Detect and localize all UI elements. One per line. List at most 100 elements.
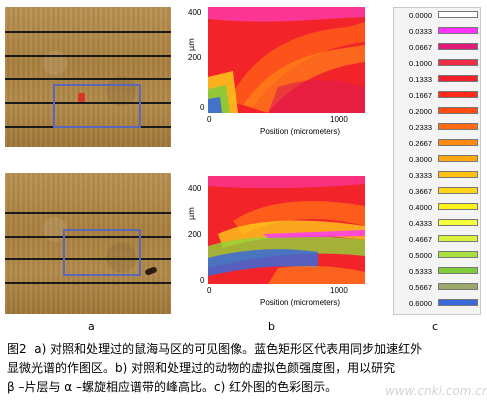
grid-line bbox=[5, 212, 171, 214]
scale-row: 0.4667 bbox=[396, 235, 480, 246]
scale-swatch bbox=[438, 59, 478, 66]
figure-caption: 图2 a) 对照和处理过的鼠海马区的可见图像。蓝色矩形区代表用同步加速红外 显微… bbox=[7, 342, 423, 394]
x-axis-label: Position (micrometers) bbox=[260, 127, 341, 136]
scale-value-label: 0.2333 bbox=[409, 123, 432, 132]
scale-row: 0.5333 bbox=[396, 267, 480, 278]
panel-label-c: c bbox=[432, 320, 439, 333]
scale-swatch bbox=[438, 11, 478, 18]
intensity-heatmap-svg bbox=[208, 7, 365, 113]
x-tick-label: 0 bbox=[207, 286, 212, 295]
scale-swatch bbox=[438, 139, 478, 146]
x-tick-label: 0 bbox=[207, 115, 212, 124]
scale-swatch bbox=[438, 187, 478, 194]
scale-swatch bbox=[438, 251, 478, 258]
scale-swatch bbox=[438, 267, 478, 274]
scale-swatch bbox=[438, 299, 478, 306]
red-marker bbox=[78, 93, 85, 102]
scale-value-label: 0.2667 bbox=[409, 139, 432, 148]
scale-row: 0.3667 bbox=[396, 187, 480, 198]
scale-swatch bbox=[438, 91, 478, 98]
panel-a-bottom-micrograph bbox=[5, 173, 171, 314]
mapping-region-rect bbox=[53, 84, 141, 128]
grid-line bbox=[5, 258, 171, 260]
heatmap-band bbox=[208, 249, 318, 276]
scale-value-label: 0.0000 bbox=[409, 11, 432, 20]
dark-spot bbox=[144, 266, 158, 276]
scale-row: 0.4000 bbox=[396, 203, 480, 214]
scale-swatch bbox=[438, 107, 478, 114]
scale-row: 0.2333 bbox=[396, 123, 480, 134]
y-tick-label: 0 bbox=[200, 276, 205, 285]
scale-value-label: 0.2000 bbox=[409, 107, 432, 116]
heatmap-band bbox=[208, 176, 365, 189]
scale-value-label: 0.3333 bbox=[409, 171, 432, 180]
grid-line bbox=[5, 78, 171, 80]
scale-swatch bbox=[438, 235, 478, 242]
watermark: www.cnki.com.cn bbox=[385, 384, 487, 398]
scale-row: 0.5000 bbox=[396, 251, 480, 262]
x-tick-label: 1000 bbox=[330, 115, 348, 124]
grid-line bbox=[5, 55, 171, 57]
heatmap-band bbox=[233, 201, 365, 234]
scale-swatch bbox=[438, 155, 478, 162]
scale-swatch bbox=[438, 219, 478, 226]
scale-value-label: 0.5333 bbox=[409, 267, 432, 276]
heatmap-band bbox=[208, 7, 365, 22]
panel-label-b: b bbox=[268, 320, 275, 333]
scale-value-label: 0.6000 bbox=[409, 299, 432, 308]
scale-row: 0.5667 bbox=[396, 283, 480, 294]
scale-row: 0.3000 bbox=[396, 155, 480, 166]
scale-row: 0.0000 bbox=[396, 11, 480, 22]
scale-value-label: 0.1000 bbox=[409, 59, 432, 68]
scale-row: 0.1667 bbox=[396, 91, 480, 102]
scale-row: 0.6000 bbox=[396, 299, 480, 310]
intensity-heatmap bbox=[208, 7, 365, 113]
scale-value-label: 0.0333 bbox=[409, 27, 432, 36]
panel-label-a: a bbox=[88, 320, 95, 333]
scale-value-label: 0.3667 bbox=[409, 187, 432, 196]
y-tick-label: 200 bbox=[188, 53, 202, 62]
color-scale-legend: 0.0000 0.0333 0.0667 0.1000 0.1333 0.1667 0.20… bbox=[393, 7, 481, 315]
y-tick-label: 400 bbox=[188, 184, 202, 193]
grid-line bbox=[5, 31, 171, 33]
scale-value-label: 0.1333 bbox=[409, 75, 432, 84]
grid-line bbox=[5, 236, 171, 238]
scale-swatch bbox=[438, 203, 478, 210]
scale-row: 0.1000 bbox=[396, 59, 480, 70]
intensity-heatmap-svg bbox=[208, 176, 365, 284]
scale-value-label: 0.4000 bbox=[409, 203, 432, 212]
x-axis-label: Position (micrometers) bbox=[260, 298, 341, 307]
heatmap-band bbox=[268, 265, 365, 284]
scale-row: 0.3333 bbox=[396, 171, 480, 182]
scale-value-label: 0.3000 bbox=[409, 155, 432, 164]
y-tick-label: 400 bbox=[188, 8, 202, 17]
scale-value-label: 0.0667 bbox=[409, 43, 432, 52]
scale-swatch bbox=[438, 171, 478, 178]
heatmap-band bbox=[208, 97, 222, 113]
y-tick-label: 0 bbox=[200, 103, 205, 112]
scale-row: 0.0667 bbox=[396, 43, 480, 54]
scale-value-label: 0.4333 bbox=[409, 219, 432, 228]
panel-a-top-micrograph bbox=[5, 7, 171, 147]
scale-value-label: 0.1667 bbox=[409, 91, 432, 100]
scale-swatch bbox=[438, 27, 478, 34]
grid-line bbox=[5, 102, 171, 104]
scale-swatch bbox=[438, 123, 478, 130]
scale-row: 0.1333 bbox=[396, 75, 480, 86]
y-axis-label: μm bbox=[187, 207, 196, 220]
y-axis-label: μm bbox=[187, 38, 196, 51]
heatmap-band bbox=[268, 80, 365, 113]
panel-b-top-plot: μm 400 200 0 0 1000 Position (micrometer… bbox=[180, 5, 365, 143]
heatmap-band bbox=[263, 230, 365, 238]
intensity-heatmap bbox=[208, 176, 365, 284]
y-tick-label: 200 bbox=[188, 230, 202, 239]
mapping-region-rect bbox=[63, 229, 141, 276]
scale-value-label: 0.4667 bbox=[409, 235, 432, 244]
scale-row: 0.2000 bbox=[396, 107, 480, 118]
x-tick-label: 1000 bbox=[330, 286, 348, 295]
scale-swatch bbox=[438, 43, 478, 50]
scale-row: 0.4333 bbox=[396, 219, 480, 230]
scale-swatch bbox=[438, 75, 478, 82]
heatmap-band bbox=[243, 45, 365, 113]
scale-row: 0.0333 bbox=[396, 27, 480, 38]
